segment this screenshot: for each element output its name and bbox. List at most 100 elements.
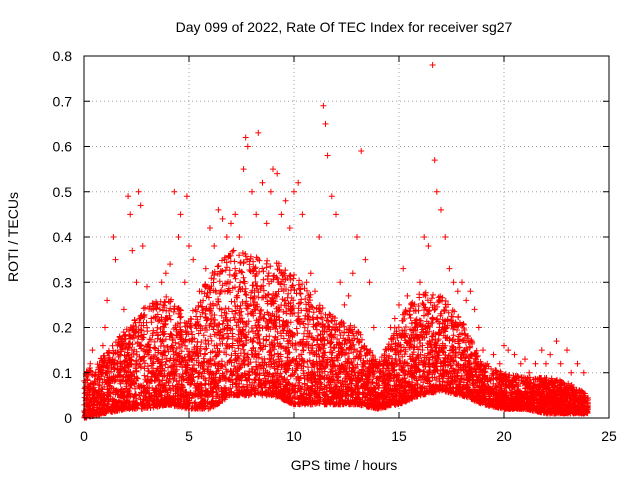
data-point <box>391 315 398 322</box>
x-tick-label: 10 <box>286 428 302 444</box>
data-point <box>211 243 218 250</box>
data-point <box>228 220 234 227</box>
x-tick-label: 5 <box>185 428 193 444</box>
y-tick-label: 0.8 <box>53 48 73 64</box>
chart-title: Day 099 of 2022, Rate Of TEC Index for r… <box>176 19 513 35</box>
data-point <box>158 279 165 286</box>
data-point <box>154 301 161 308</box>
data-point <box>467 288 474 295</box>
data-point <box>120 306 127 313</box>
data-point <box>501 342 507 349</box>
data-point <box>263 220 270 227</box>
data-point <box>429 62 436 69</box>
data-point <box>232 211 239 218</box>
scatter-points <box>83 62 591 412</box>
data-point <box>207 224 213 231</box>
data-point <box>370 324 377 331</box>
data-point <box>320 102 327 109</box>
data-point <box>557 360 564 367</box>
data-point <box>383 347 390 354</box>
data-point <box>89 347 96 354</box>
data-point <box>196 288 203 295</box>
data-point <box>408 301 415 308</box>
data-point <box>454 288 461 295</box>
data-point <box>526 369 533 376</box>
data-point <box>85 392 92 399</box>
data-point <box>291 188 297 195</box>
data-point <box>480 347 486 354</box>
data-point <box>282 197 289 204</box>
data-point <box>87 360 94 367</box>
data-point <box>249 188 255 195</box>
data-point <box>148 315 155 322</box>
data-point <box>387 324 394 331</box>
data-point <box>532 360 539 367</box>
data-point <box>442 234 449 240</box>
data-point <box>316 234 323 240</box>
data-point <box>181 279 188 286</box>
data-point <box>379 369 386 376</box>
x-axis-label: GPS time / hours <box>291 457 398 473</box>
data-point <box>253 211 260 218</box>
data-point <box>354 234 360 240</box>
data-point <box>104 297 111 304</box>
data-point <box>517 360 524 367</box>
data-point <box>564 347 570 354</box>
y-tick-label: 0.5 <box>53 184 73 200</box>
data-point <box>177 211 184 218</box>
data-point <box>295 179 302 186</box>
data-point <box>91 378 98 385</box>
y-tick-label: 0.2 <box>53 320 73 336</box>
data-point <box>102 324 108 331</box>
data-point <box>505 347 512 354</box>
data-point <box>553 338 560 345</box>
data-point <box>307 270 314 277</box>
data-point <box>366 279 373 286</box>
x-tick-label: 20 <box>496 428 512 444</box>
data-point <box>496 360 503 367</box>
data-point <box>167 261 174 268</box>
x-tick-label: 0 <box>80 428 88 444</box>
data-point <box>438 206 444 213</box>
data-point <box>421 234 428 240</box>
data-point <box>511 351 518 358</box>
data-point <box>450 279 457 286</box>
data-point <box>463 297 470 304</box>
y-tick-label: 0.7 <box>53 93 73 109</box>
data-point <box>135 188 142 195</box>
y-tick-label: 0 <box>64 410 72 426</box>
axis-ticks <box>83 55 610 419</box>
data-point <box>274 170 281 177</box>
data-point <box>95 369 102 376</box>
tick-labels: 0 0.1 0.2 0.3 0.4 0.5 0.6 0.7 0.8 0 5 10 15 20 25 <box>53 48 617 444</box>
data-point <box>255 129 262 136</box>
data-point <box>547 351 554 358</box>
x-tick-label: 15 <box>391 428 407 444</box>
data-point <box>333 211 339 218</box>
data-point <box>471 306 478 313</box>
data-point <box>431 157 438 164</box>
data-point <box>337 279 344 286</box>
data-point <box>278 211 285 218</box>
grid-layer <box>84 56 609 418</box>
data-point <box>139 243 146 250</box>
data-point <box>568 369 575 376</box>
data-point <box>162 270 169 277</box>
data-point <box>412 324 419 331</box>
data-point <box>404 292 411 299</box>
data-point <box>129 247 136 254</box>
y-tick-label: 0.1 <box>53 365 73 381</box>
y-tick-label: 0.3 <box>53 274 73 290</box>
data-point <box>190 256 197 263</box>
data-point <box>328 193 335 200</box>
data-point <box>341 301 348 308</box>
data-point <box>400 265 407 272</box>
data-point <box>375 360 381 367</box>
data-point <box>108 360 115 367</box>
data-point <box>580 369 587 376</box>
data-point <box>574 360 581 367</box>
data-point <box>322 120 329 127</box>
data-point <box>543 360 549 367</box>
data-point <box>133 279 140 286</box>
